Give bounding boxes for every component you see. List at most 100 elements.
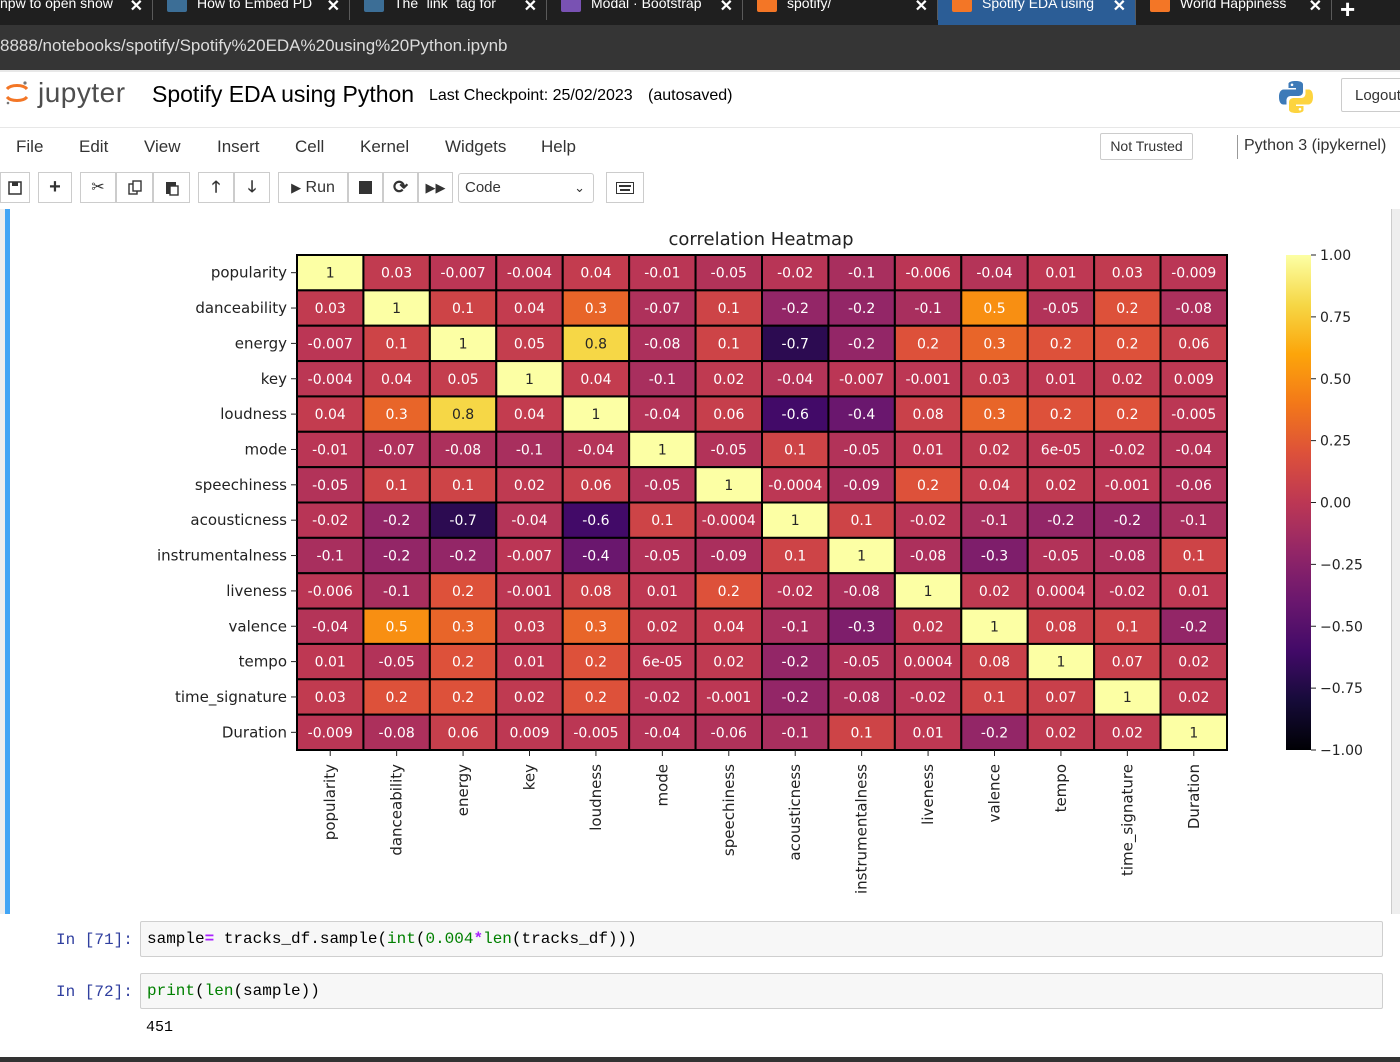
menu-insert[interactable]: Insert [217, 137, 260, 156]
cut-button[interactable]: ✂ [80, 172, 116, 203]
heatmap-cell-label: -0.0004 [768, 478, 822, 494]
heatmap-cell-label: -0.001 [906, 372, 951, 388]
y-tick-label: danceability [195, 299, 287, 317]
colorbar-ticks: 1.00 0.75 0.50 0.25 0.00 −0.25 −0.50 −0.75 −1.00 [1311, 248, 1363, 759]
logout-button[interactable]: Logout [1341, 78, 1400, 112]
heatmap-cell-label: 0.3 [983, 336, 1005, 352]
cell-selection-indicator [5, 209, 10, 914]
menu-file[interactable]: File [16, 137, 44, 156]
heatmap-cell [694, 607, 763, 645]
browser-tab[interactable]: spotify/ ✕ [743, 0, 938, 25]
heatmap-cell-label: 0.1 [718, 301, 740, 317]
close-icon[interactable]: ✕ [1112, 0, 1126, 15]
heatmap-cell [960, 572, 1029, 610]
interrupt-button[interactable] [348, 172, 383, 203]
heatmap-cell-label: 0.08 [580, 584, 611, 600]
heatmap-cell [694, 713, 763, 752]
close-icon[interactable]: ✕ [1308, 0, 1322, 15]
heatmap-cell-label: -0.02 [910, 690, 946, 706]
paste-button[interactable] [153, 172, 190, 203]
divider [349, 0, 350, 20]
heatmap-cell-label: -0.1 [649, 372, 676, 388]
heatmap-cell-label: -0.6 [782, 407, 809, 423]
heatmap-cell-label: 0.2 [1116, 301, 1138, 317]
heatmap-cell-label: -0.08 [644, 336, 680, 352]
heatmap-cell-label: 1 [990, 619, 999, 635]
jupyter-logo-icon[interactable] [4, 80, 30, 106]
restart-button[interactable]: ⟳ [383, 172, 418, 203]
y-tick-label: time_signature [175, 688, 287, 707]
close-icon[interactable]: ✕ [914, 0, 928, 15]
heatmap-cell-label: -0.009 [308, 725, 353, 741]
cell-type-select[interactable]: Code ⌄ [458, 173, 594, 203]
heatmap-cell-label: -0.05 [379, 655, 415, 671]
heatmap-cell-label: 0.3 [585, 619, 607, 635]
insert-cell-button[interactable]: + [38, 172, 72, 203]
heatmap-cell-label: 0.1 [1116, 619, 1138, 635]
code-cell-input[interactable]: sample= tracks_df.sample(int(0.004*len(t… [140, 921, 1383, 957]
colorbar [1286, 255, 1311, 750]
heatmap-cell-label: 0.5 [983, 301, 1005, 317]
heatmap-cell [1093, 430, 1162, 469]
heatmap-cell-label: -0.1 [782, 725, 809, 741]
address-bar[interactable]: 8888/notebooks/spotify/Spotify%20EDA%20u… [0, 25, 1400, 70]
command-palette-button[interactable] [606, 172, 644, 203]
browser-tab[interactable]: Spotify EDA using ✕ [938, 0, 1136, 25]
browser-tab[interactable]: Modal · Bootstrap ✕ [547, 0, 743, 25]
trust-status-button[interactable]: Not Trusted [1100, 133, 1193, 160]
heatmap-cell [960, 642, 1029, 681]
menu-help[interactable]: Help [541, 137, 576, 156]
notebook-title[interactable]: Spotify EDA using Python [152, 81, 415, 107]
browser-tab[interactable]: npw to open show ✕ [0, 0, 153, 25]
tab-label: Modal · Bootstrap [591, 0, 702, 11]
heatmap-cell-label: -0.1 [1180, 513, 1207, 529]
heatmap-cell-label: -0.1 [516, 442, 543, 458]
menu-edit[interactable]: Edit [79, 137, 109, 156]
browser-tab[interactable]: How to Embed PD ✕ [153, 0, 350, 25]
url-text[interactable]: 8888/notebooks/spotify/Spotify%20EDA%20u… [0, 36, 508, 55]
heatmap-cell [1093, 360, 1162, 398]
heatmap-cell-label: -0.006 [308, 584, 353, 600]
heatmap-cell [561, 395, 631, 433]
menu-kernel[interactable]: Kernel [360, 137, 410, 156]
menu-cell[interactable]: Cell [295, 137, 325, 156]
close-icon[interactable]: ✕ [523, 0, 537, 15]
heatmap-cell [428, 466, 498, 504]
colorbar-tick-label: −1.00 [1320, 743, 1363, 759]
heatmap-cell-label: -0.2 [848, 336, 875, 352]
code-cell-input[interactable]: print(len(sample)) [140, 973, 1383, 1009]
save-button[interactable] [0, 172, 30, 203]
new-tab-button[interactable]: + [1340, 0, 1356, 24]
close-icon[interactable]: ✕ [719, 0, 733, 15]
close-icon[interactable]: ✕ [129, 0, 143, 15]
heatmap-cell-label: -0.08 [1176, 301, 1212, 317]
menu-widgets[interactable]: Widgets [445, 137, 507, 156]
move-down-button[interactable]: 🡓 [234, 172, 270, 203]
heatmap-cell-label: 0.04 [315, 407, 346, 423]
heatmap-cell-label: 0.02 [713, 372, 744, 388]
heatmap-cell-label: 0.01 [912, 725, 943, 741]
heatmap-cell [694, 572, 763, 610]
browser-tab[interactable]: The `link` tag for ✕ [350, 0, 547, 25]
jupyter-logo-text[interactable]: jupyter [38, 77, 126, 108]
checkpoint-status: Last Checkpoint: 25/02/2023 [429, 87, 633, 104]
x-tick-label: instrumentalness [853, 764, 871, 894]
run-button[interactable]: ▶ Run [278, 172, 348, 203]
heatmap-cell [1159, 678, 1228, 716]
heatmap-cell-label: -0.2 [782, 301, 809, 317]
heatmap-cell-label: 0.2 [452, 584, 474, 600]
heatmap-cell-label: -0.08 [844, 690, 880, 706]
menu-view[interactable]: View [144, 137, 181, 156]
heatmap-cell-label: 0.1 [651, 513, 673, 529]
restart-run-all-button[interactable]: ▶▶ [418, 172, 453, 203]
browser-tab[interactable]: World Happiness ✕ [1136, 0, 1332, 25]
tab-label: npw to open show [0, 0, 113, 11]
heatmap-cell-label: 6e-05 [1041, 442, 1081, 458]
close-icon[interactable]: ✕ [326, 0, 340, 15]
kernel-indicator[interactable]: Python 3 (ipykernel) [1244, 137, 1387, 154]
heatmap-cell-label: 0.1 [386, 478, 408, 494]
colorbar-tick-label: −0.75 [1320, 681, 1363, 697]
heatmap-cell [495, 254, 564, 292]
move-up-button[interactable]: 🡑 [198, 172, 234, 203]
copy-button[interactable] [116, 172, 153, 203]
